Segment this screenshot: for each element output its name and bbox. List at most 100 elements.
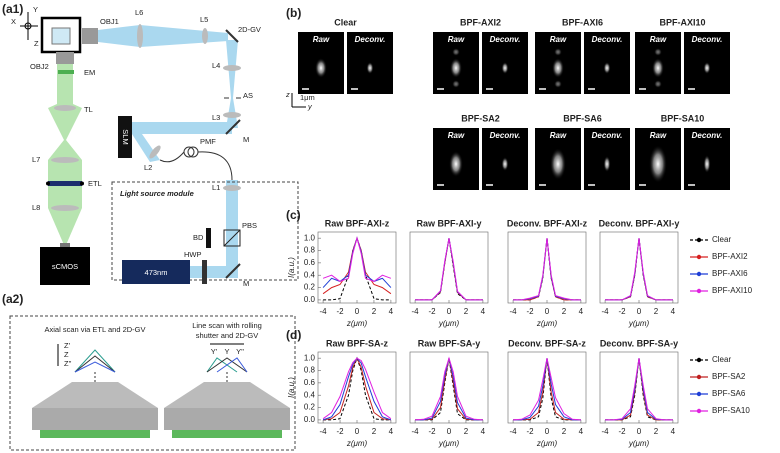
tile-label: Deconv. bbox=[355, 35, 386, 44]
scan-title: shutter and 2D-GV bbox=[196, 331, 259, 340]
component-label: PMF bbox=[200, 137, 216, 146]
plot-frame bbox=[599, 351, 679, 424]
x-tick-label: 4 bbox=[481, 427, 486, 436]
series-line bbox=[513, 358, 581, 421]
component-label: L4 bbox=[212, 61, 220, 70]
legend-label: BPF-AXI10 bbox=[712, 286, 753, 295]
component-label: L5 bbox=[200, 15, 208, 24]
component-label: PBS bbox=[242, 221, 257, 230]
component-label: ETL bbox=[88, 179, 102, 188]
plot-frame bbox=[599, 231, 679, 304]
series-line bbox=[415, 358, 483, 421]
x-tick-label: 2 bbox=[562, 307, 567, 316]
x-tick-label: 0 bbox=[355, 307, 360, 316]
x-tick-label: -4 bbox=[602, 427, 610, 436]
x-tick-label: 2 bbox=[654, 427, 659, 436]
x-axis-label: z(μm) bbox=[536, 319, 558, 328]
plot-title: Raw BPF-SA-z bbox=[326, 338, 389, 348]
series-line bbox=[415, 238, 483, 301]
legend-marker bbox=[696, 254, 702, 260]
component-label: EM bbox=[84, 68, 95, 77]
psf-lobe bbox=[654, 48, 662, 56]
series-line bbox=[605, 238, 673, 301]
y-tick-label: 0.6 bbox=[304, 378, 316, 387]
x-tick-label: -4 bbox=[602, 307, 610, 316]
x-tick-label: 4 bbox=[579, 307, 584, 316]
x-tick-label: 0 bbox=[355, 427, 360, 436]
y-tick-label: 1.0 bbox=[304, 353, 316, 362]
legend-label: BPF-SA6 bbox=[712, 389, 746, 398]
x-tick-label: -4 bbox=[510, 307, 518, 316]
series-line bbox=[323, 356, 391, 421]
component-label: sCMOS bbox=[52, 262, 78, 271]
x-tick-label: -4 bbox=[412, 307, 420, 316]
y-tick-label: 1.0 bbox=[304, 233, 316, 242]
x-tick-label: 2 bbox=[562, 427, 567, 436]
x-tick-label: -4 bbox=[320, 307, 328, 316]
series-line bbox=[513, 238, 581, 301]
y-tick-label: 0.4 bbox=[304, 270, 316, 279]
scan-title: Axial scan via ETL and 2D-GV bbox=[44, 325, 145, 334]
series-line bbox=[513, 358, 581, 421]
legend-label: BPF-SA2 bbox=[712, 372, 746, 381]
panel-label: (a1) bbox=[2, 2, 23, 16]
series-line bbox=[605, 358, 673, 421]
x-axis-label: y(μm) bbox=[438, 439, 460, 448]
y-tick-label: 0.0 bbox=[304, 295, 316, 304]
tile-label: Raw bbox=[550, 35, 567, 44]
component-label: 2D-GV bbox=[238, 25, 261, 34]
series-line bbox=[605, 358, 673, 421]
component-label: M bbox=[243, 279, 249, 288]
scan-mark: Y' bbox=[211, 347, 218, 356]
group-title: BPF-AXI6 bbox=[562, 17, 603, 27]
legend-label: BPF-AXI2 bbox=[712, 252, 748, 261]
legend-marker bbox=[696, 288, 702, 294]
x-tick-label: -2 bbox=[618, 427, 626, 436]
component-label: L8 bbox=[32, 203, 40, 212]
x-axis-label: y(μm) bbox=[628, 319, 650, 328]
tile-label: Raw bbox=[448, 131, 465, 140]
plot-title: Raw BPF-AXI-y bbox=[416, 218, 481, 228]
scan-mark: Y'' bbox=[236, 347, 244, 356]
scan-mark: Y bbox=[224, 347, 229, 356]
component-label: BD bbox=[193, 233, 204, 242]
y-tick-label: 0.2 bbox=[304, 283, 316, 292]
x-tick-label: 4 bbox=[671, 427, 676, 436]
y-tick-label: 0.6 bbox=[304, 258, 316, 267]
series-line bbox=[322, 236, 392, 282]
x-tick-label: 0 bbox=[447, 307, 452, 316]
psf-blob bbox=[315, 58, 327, 78]
tile-label: Deconv. bbox=[592, 131, 623, 140]
x-tick-label: -2 bbox=[336, 427, 344, 436]
group-title: BPF-SA10 bbox=[661, 113, 705, 123]
x-axis-label: z(μm) bbox=[346, 439, 368, 448]
plot-frame bbox=[317, 231, 397, 304]
component-label: HWP bbox=[184, 250, 202, 259]
tile-label: Deconv. bbox=[490, 131, 521, 140]
series-line bbox=[513, 238, 581, 301]
scan-diagram bbox=[9, 315, 296, 451]
series-line bbox=[322, 357, 392, 421]
scan-mark: Z' bbox=[64, 341, 71, 350]
group-title: BPF-SA2 bbox=[461, 113, 500, 123]
psf-blob bbox=[449, 151, 463, 177]
component-label: M bbox=[243, 135, 249, 144]
series-line bbox=[605, 358, 673, 421]
tile-label: Raw bbox=[448, 35, 465, 44]
component-label: L7 bbox=[32, 155, 40, 164]
x-tick-label: -4 bbox=[320, 427, 328, 436]
series-line bbox=[605, 238, 673, 301]
y-tick-label: 0.2 bbox=[304, 403, 316, 412]
psf-lobe bbox=[554, 80, 562, 88]
x-tick-label: 2 bbox=[372, 427, 377, 436]
psf-blob bbox=[501, 62, 509, 74]
series-line bbox=[513, 238, 581, 301]
component-label: SLM bbox=[121, 129, 130, 144]
group-title: Clear bbox=[334, 17, 357, 27]
x-tick-label: 2 bbox=[464, 427, 469, 436]
y-axis-label: I(a.u.) bbox=[287, 257, 296, 278]
psf-blob bbox=[603, 62, 611, 74]
x-tick-label: -4 bbox=[510, 427, 518, 436]
series-line bbox=[415, 238, 483, 301]
psf-blob bbox=[550, 148, 566, 180]
